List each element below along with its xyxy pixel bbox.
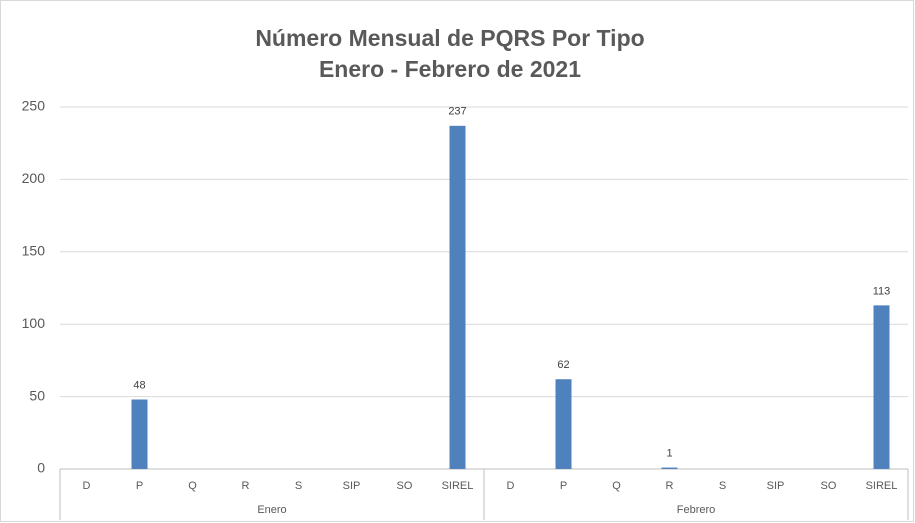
- x-tick-label: SIREL: [866, 480, 898, 492]
- y-tick-label: 150: [22, 243, 46, 259]
- y-tick-label: 250: [22, 98, 46, 114]
- chart-subtitle: Enero - Febrero de 2021: [319, 56, 581, 82]
- x-tick-label: D: [83, 480, 91, 492]
- x-tick-label: R: [666, 480, 674, 492]
- bar: [873, 305, 890, 469]
- data-label: 113: [873, 285, 891, 297]
- y-tick-label: 200: [22, 170, 46, 186]
- data-label: 1: [666, 447, 672, 459]
- chart-title: Número Mensual de PQRS Por Tipo: [255, 25, 644, 51]
- y-tick-label: 50: [29, 387, 45, 403]
- bar: [449, 125, 466, 469]
- x-tick-label: P: [560, 480, 567, 492]
- data-label: 237: [448, 106, 466, 118]
- data-label: 62: [557, 359, 569, 371]
- bar: [555, 379, 572, 469]
- bar: [131, 399, 148, 469]
- bar: [661, 467, 678, 469]
- x-tick-label: SIP: [343, 480, 361, 492]
- x-tick-label: SIP: [767, 480, 785, 492]
- x-tick-label: Q: [612, 480, 621, 492]
- x-tick-label: SIREL: [442, 480, 474, 492]
- x-tick-label: SO: [821, 480, 837, 492]
- x-tick-label: Q: [188, 480, 197, 492]
- group-label: Febrero: [677, 504, 716, 516]
- data-label: 48: [133, 379, 145, 391]
- x-tick-label: R: [242, 480, 250, 492]
- y-tick-label: 0: [37, 460, 45, 476]
- x-tick-label: SO: [397, 480, 413, 492]
- x-tick-label: S: [295, 480, 302, 492]
- y-tick-label: 100: [22, 315, 46, 331]
- x-tick-label: S: [719, 480, 726, 492]
- x-tick-label: D: [507, 480, 515, 492]
- x-tick-label: P: [136, 480, 143, 492]
- group-label: Enero: [257, 504, 286, 516]
